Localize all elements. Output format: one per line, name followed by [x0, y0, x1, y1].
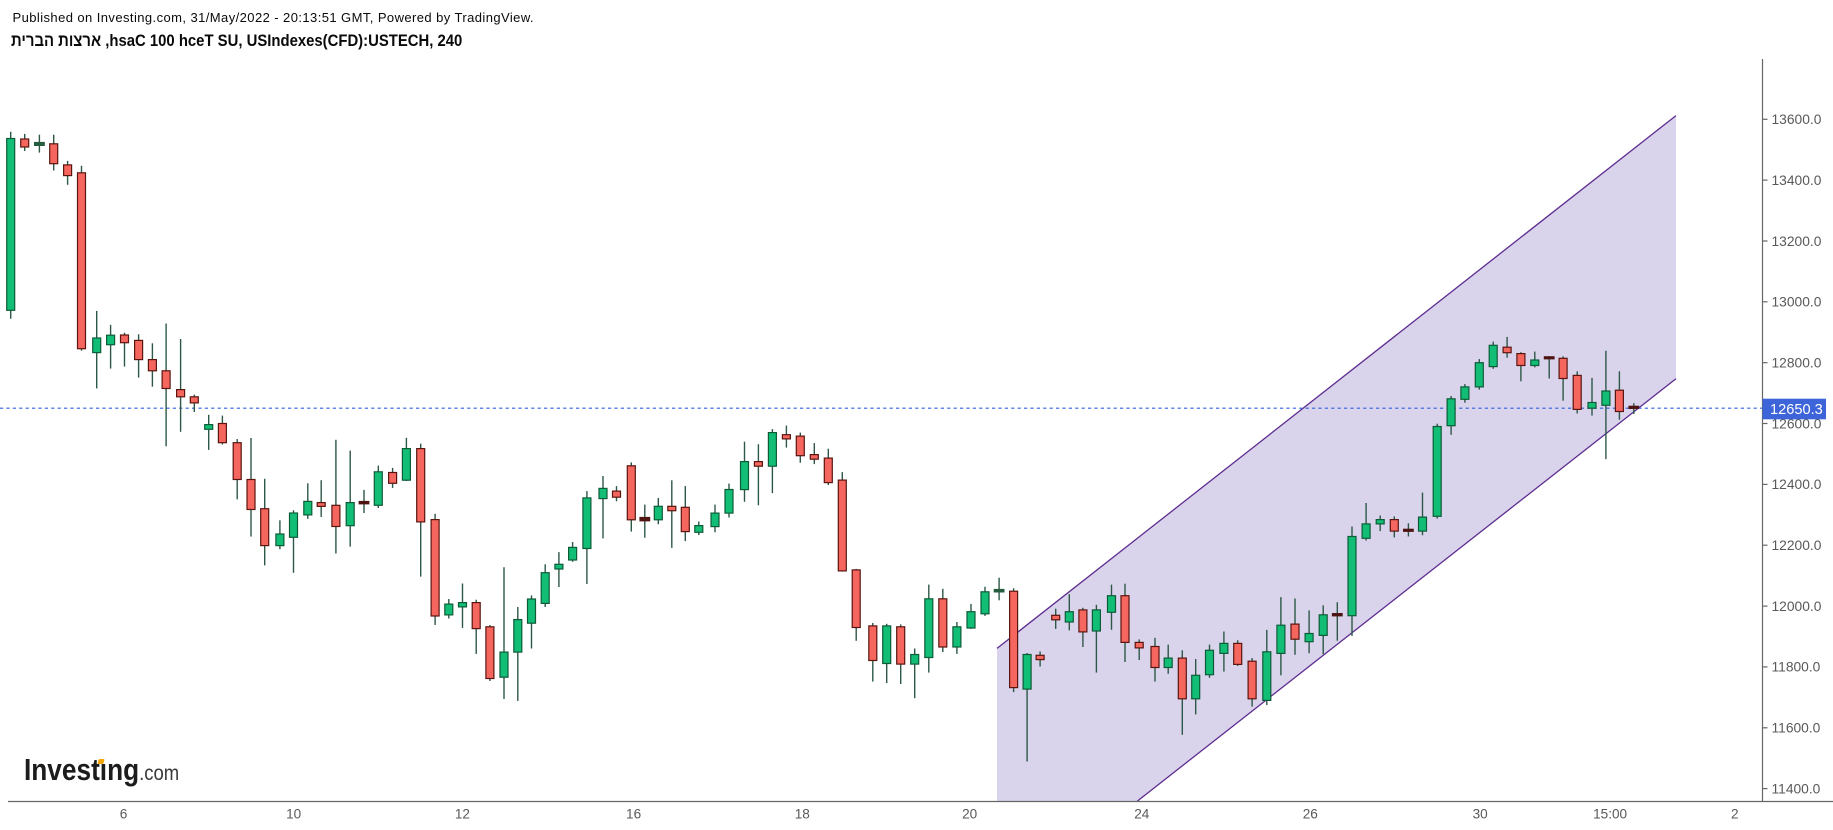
- svg-text:12: 12: [455, 806, 470, 821]
- svg-text:12200.0: 12200.0: [1772, 538, 1822, 553]
- svg-text:11800.0: 11800.0: [1772, 660, 1821, 675]
- svg-text:6: 6: [120, 806, 128, 821]
- svg-text:2: 2: [1731, 806, 1739, 821]
- svg-text:12400.0: 12400.0: [1772, 477, 1822, 492]
- svg-text:12600.0: 12600.0: [1772, 416, 1822, 431]
- svg-text:18: 18: [795, 806, 810, 821]
- svg-text:13200.0: 13200.0: [1772, 234, 1822, 249]
- svg-text:30: 30: [1473, 806, 1489, 821]
- svg-text:13600.0: 13600.0: [1772, 112, 1822, 127]
- svg-text:12650.3: 12650.3: [1770, 402, 1823, 418]
- svg-text:16: 16: [626, 806, 641, 821]
- svg-text:12000.0: 12000.0: [1772, 599, 1822, 614]
- svg-text:10: 10: [286, 806, 302, 821]
- svg-text:11600.0: 11600.0: [1772, 721, 1821, 736]
- svg-text:24: 24: [1134, 806, 1150, 821]
- svg-text:15:00: 15:00: [1593, 806, 1627, 821]
- svg-text:13400.0: 13400.0: [1772, 173, 1822, 188]
- svg-text:13000.0: 13000.0: [1772, 295, 1822, 310]
- svg-text:12800.0: 12800.0: [1772, 356, 1822, 371]
- svg-text:26: 26: [1303, 806, 1318, 821]
- svg-text:11400.0: 11400.0: [1772, 781, 1821, 796]
- svg-text:20: 20: [962, 806, 978, 821]
